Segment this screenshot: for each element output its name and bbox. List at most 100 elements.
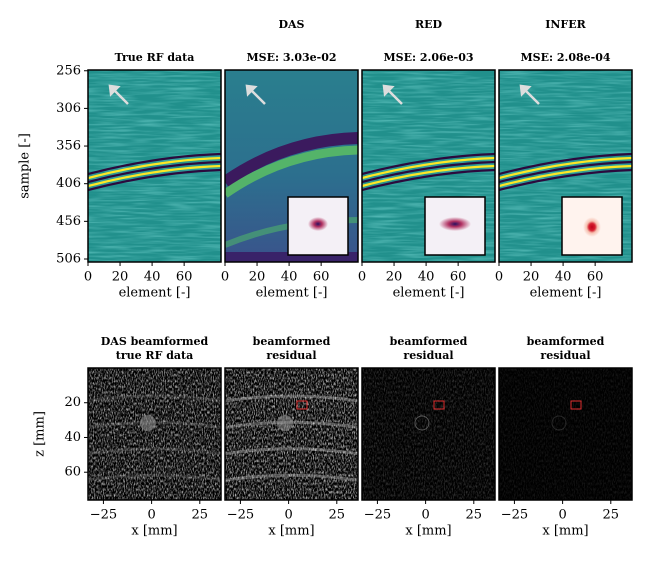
blob xyxy=(583,217,601,237)
x-tick-label: 20 xyxy=(249,270,266,285)
y-label: z [mm] xyxy=(33,411,48,457)
band xyxy=(225,447,358,456)
panel-title: residual xyxy=(403,349,453,362)
cyst xyxy=(414,415,430,431)
bottom-band xyxy=(225,252,358,262)
x-tick-label: 60 xyxy=(587,270,604,285)
x-tick-label: 0 xyxy=(147,508,155,523)
panel-title: residual xyxy=(266,349,316,362)
y-tick-label: 60 xyxy=(64,465,81,480)
y-tick-label: 40 xyxy=(64,430,81,445)
x-label: x [mm] xyxy=(542,524,588,539)
wave xyxy=(225,145,358,198)
wave xyxy=(225,132,358,187)
x-tick-label: 20 xyxy=(523,270,540,285)
x-tick-label: 60 xyxy=(176,270,193,285)
frame xyxy=(224,367,359,501)
x-tick-label: 20 xyxy=(386,270,403,285)
x-label: x [mm] xyxy=(131,524,177,539)
arrow xyxy=(382,84,403,105)
wave xyxy=(88,160,221,184)
image xyxy=(88,368,221,500)
wave xyxy=(362,160,495,184)
band xyxy=(88,394,221,403)
wave xyxy=(362,152,495,176)
y-tick-label: 20 xyxy=(64,395,81,410)
y-tick-label: 256 xyxy=(56,63,81,78)
frame xyxy=(224,69,359,263)
panel-title: DAS beamformed xyxy=(101,335,209,348)
x-tick-label: 25 xyxy=(329,508,346,523)
x-label: element [-] xyxy=(119,286,191,301)
frame xyxy=(361,367,496,501)
frame xyxy=(498,367,633,501)
x-tick-label: 40 xyxy=(281,270,298,285)
wave xyxy=(499,156,632,180)
column-title: DAS xyxy=(278,18,304,31)
wave xyxy=(88,168,221,192)
arrow xyxy=(108,84,129,105)
roi xyxy=(570,400,582,410)
panel-title: MSE: 3.03e-02 xyxy=(246,51,336,64)
y-tick-label: 406 xyxy=(56,176,81,191)
band xyxy=(88,447,221,456)
x-tick-label: 0 xyxy=(495,270,503,285)
x-tick-label: −25 xyxy=(364,508,391,523)
roi xyxy=(433,400,445,410)
frame xyxy=(87,69,222,263)
panel-title: residual xyxy=(540,349,590,362)
wave xyxy=(88,156,221,180)
panel-title: true RF data xyxy=(116,349,194,362)
image xyxy=(225,368,358,500)
arrow xyxy=(519,84,540,105)
y-tick-label: 506 xyxy=(56,251,81,266)
inset xyxy=(424,196,486,256)
x-tick-label: −25 xyxy=(227,508,254,523)
wave xyxy=(362,164,495,188)
x-label: x [mm] xyxy=(405,524,451,539)
cyst xyxy=(277,415,293,431)
wave xyxy=(499,160,632,184)
y-label: sample [-] xyxy=(18,133,33,199)
column-title: INFER xyxy=(545,18,586,31)
x-tick-label: 25 xyxy=(603,508,620,523)
x-label: x [mm] xyxy=(268,524,314,539)
y-tick-label: 306 xyxy=(56,101,81,116)
y-tick-label: 356 xyxy=(56,139,81,154)
x-tick-label: 0 xyxy=(84,270,92,285)
panel-title: beamformed xyxy=(527,335,605,348)
wave xyxy=(499,164,632,188)
wave xyxy=(362,168,495,192)
band xyxy=(88,473,221,482)
x-tick-label: 0 xyxy=(421,508,429,523)
x-tick-label: 25 xyxy=(466,508,483,523)
y-tick-label: 456 xyxy=(56,214,81,229)
image xyxy=(499,368,632,500)
column-title: RED xyxy=(415,18,443,31)
speckle xyxy=(362,368,495,500)
panel-title: MSE: 2.08e-04 xyxy=(520,51,610,64)
roi xyxy=(296,400,308,410)
x-tick-label: −25 xyxy=(90,508,117,523)
wave xyxy=(88,164,221,188)
wave xyxy=(88,152,221,176)
panel-title: True RF data xyxy=(115,51,195,64)
panel-title: beamformed xyxy=(253,335,331,348)
wave xyxy=(499,152,632,176)
stripes xyxy=(88,70,221,262)
frame xyxy=(498,69,633,263)
speckle xyxy=(499,368,632,500)
speckle xyxy=(225,368,358,500)
band xyxy=(225,394,358,403)
x-tick-label: 0 xyxy=(558,508,566,523)
frame xyxy=(361,69,496,263)
x-tick-label: 25 xyxy=(192,508,209,523)
panel: −25 0 25 x [mm] 20 40 60 z [mm] DAS beamformedtr… xyxy=(33,335,222,539)
